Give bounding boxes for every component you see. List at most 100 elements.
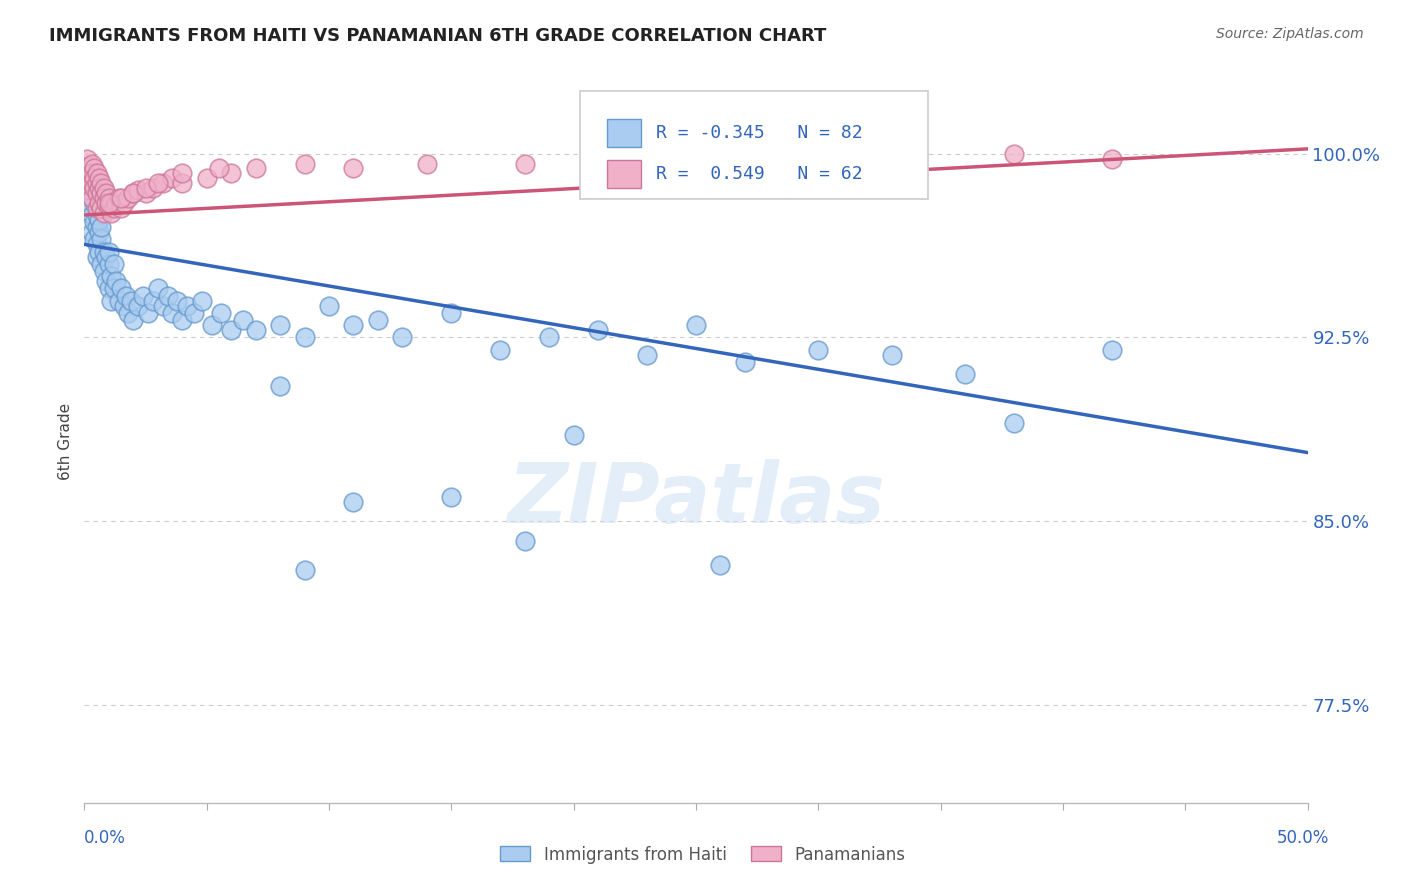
Point — [135, 186, 157, 200]
Point — [195, 171, 218, 186]
Point — [1002, 416, 1025, 430]
Point — [562, 428, 585, 442]
Point — [318, 299, 340, 313]
Text: ZIPatlas: ZIPatlas — [508, 458, 884, 540]
Point — [294, 563, 316, 577]
Point — [96, 195, 118, 210]
Point — [107, 293, 129, 308]
Point — [132, 289, 155, 303]
Point — [112, 195, 135, 210]
Point — [90, 220, 112, 235]
Point — [1002, 146, 1025, 161]
Point — [122, 186, 145, 200]
Point — [176, 299, 198, 313]
Text: IMMIGRANTS FROM HAITI VS PANAMANIAN 6TH GRADE CORRELATION CHART: IMMIGRANTS FROM HAITI VS PANAMANIAN 6TH … — [49, 27, 827, 45]
Point — [661, 152, 683, 166]
Point — [83, 215, 105, 229]
Point — [953, 367, 976, 381]
Point — [80, 208, 103, 222]
Point — [76, 166, 98, 180]
Point — [86, 176, 108, 190]
Point — [172, 313, 194, 327]
Point — [538, 330, 561, 344]
Point — [103, 257, 125, 271]
Point — [166, 293, 188, 308]
Point — [172, 176, 194, 190]
Point — [90, 201, 112, 215]
Point — [87, 195, 110, 210]
Point — [80, 156, 103, 170]
Point — [191, 293, 214, 308]
Point — [100, 195, 122, 210]
Point — [107, 191, 129, 205]
Point — [440, 490, 463, 504]
Point — [110, 281, 132, 295]
Point — [77, 171, 100, 186]
Point — [208, 161, 231, 176]
Text: 0.0%: 0.0% — [84, 829, 127, 847]
Point — [80, 225, 103, 239]
Point — [93, 181, 115, 195]
Point — [83, 171, 105, 186]
Point — [96, 186, 118, 200]
FancyBboxPatch shape — [579, 91, 928, 200]
FancyBboxPatch shape — [606, 161, 641, 187]
Point — [77, 159, 100, 173]
Point — [103, 201, 125, 215]
Point — [245, 323, 267, 337]
Point — [110, 191, 132, 205]
Point — [269, 379, 291, 393]
Point — [183, 306, 205, 320]
Text: Source: ZipAtlas.com: Source: ZipAtlas.com — [1216, 27, 1364, 41]
Point — [80, 191, 103, 205]
Point — [112, 299, 135, 313]
Point — [127, 299, 149, 313]
Point — [232, 313, 254, 327]
Point — [80, 176, 103, 190]
Point — [86, 166, 108, 180]
Y-axis label: 6th Grade: 6th Grade — [58, 403, 73, 480]
Point — [77, 195, 100, 210]
Point — [80, 166, 103, 180]
Point — [142, 181, 165, 195]
Point — [87, 213, 110, 227]
Point — [90, 257, 112, 271]
Point — [76, 184, 98, 198]
Legend: Immigrants from Haiti, Panamanians: Immigrants from Haiti, Panamanians — [494, 839, 912, 871]
Point — [294, 330, 316, 344]
Point — [636, 348, 658, 362]
Point — [172, 166, 194, 180]
Point — [93, 191, 115, 205]
Text: R = -0.345   N = 82: R = -0.345 N = 82 — [655, 124, 862, 142]
Point — [162, 306, 184, 320]
Point — [807, 343, 830, 357]
Point — [513, 156, 536, 170]
Point — [146, 281, 169, 295]
Point — [117, 191, 139, 205]
Point — [685, 318, 707, 333]
Point — [117, 306, 139, 320]
Point — [586, 323, 609, 337]
Point — [83, 181, 105, 195]
Point — [115, 289, 138, 303]
Point — [105, 274, 128, 288]
Point — [162, 171, 184, 186]
Point — [152, 176, 174, 190]
Point — [97, 244, 120, 259]
Point — [93, 205, 115, 219]
Point — [96, 274, 118, 288]
Point — [97, 257, 120, 271]
Point — [86, 250, 108, 264]
Point — [83, 232, 105, 246]
Point — [122, 313, 145, 327]
Point — [1101, 152, 1123, 166]
Point — [294, 156, 316, 170]
Point — [156, 289, 179, 303]
Point — [127, 184, 149, 198]
Point — [97, 195, 120, 210]
Point — [513, 533, 536, 548]
Point — [219, 166, 242, 180]
Point — [342, 494, 364, 508]
Point — [86, 208, 108, 222]
FancyBboxPatch shape — [606, 120, 641, 147]
